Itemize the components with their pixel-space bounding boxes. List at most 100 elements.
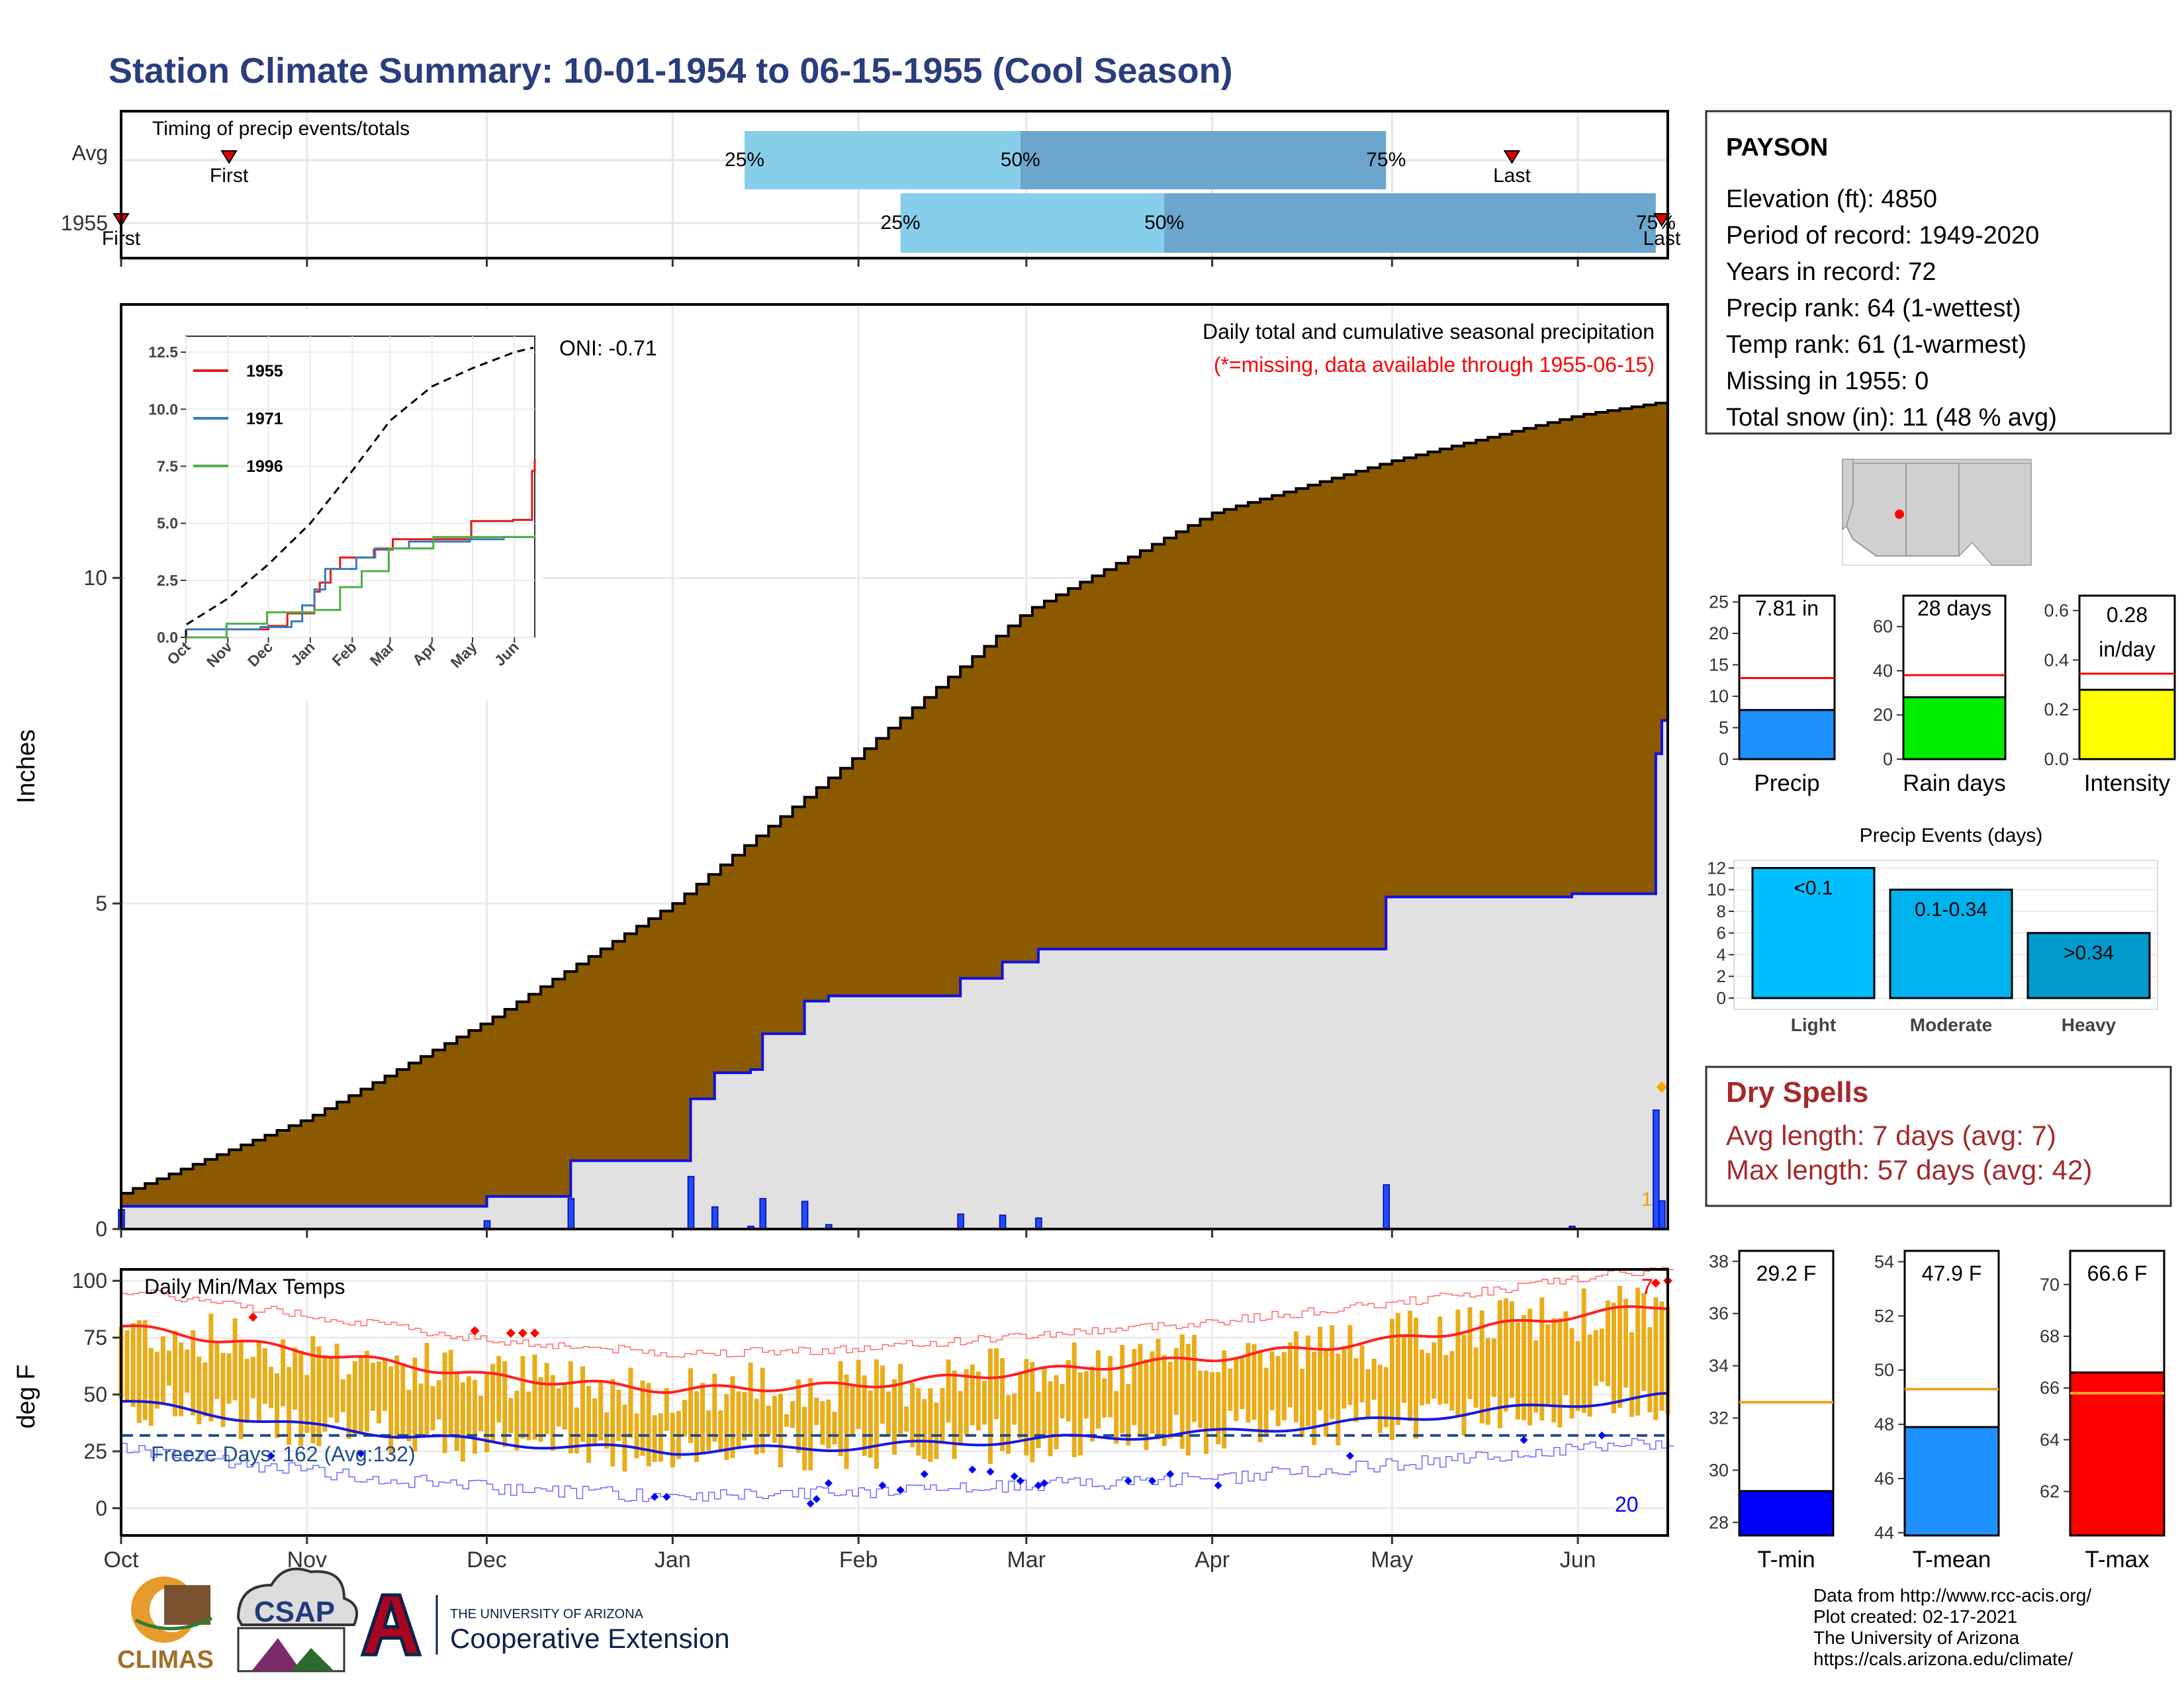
precip-daily-bar (711, 1206, 719, 1230)
temp-daily-bar (1036, 1391, 1041, 1449)
temp-daily-bar (364, 1350, 369, 1432)
timing-bar-25-50 (745, 131, 1021, 189)
logo-csap: CSAP (236, 1567, 358, 1672)
temp-summary-tick-label: 52 (1874, 1306, 1894, 1326)
temp-daily-bar (1473, 1347, 1479, 1408)
station-info-line: Period of record: 1949-2020 (1726, 222, 2039, 250)
temp-daily-bar (454, 1373, 459, 1451)
summary-bar-tick-label: 0.2 (2044, 700, 2069, 719)
temp-daily-bar (448, 1349, 453, 1436)
temp-daily-bar (778, 1393, 783, 1468)
temp-daily-bar (616, 1389, 621, 1441)
events-bar-label: >0.34 (2064, 942, 2114, 964)
page-title: Station Climate Summary: 10-01-1954 to 0… (109, 51, 1233, 91)
summary-bar-label: Intensity (2084, 770, 2171, 796)
temp-daily-bar (1287, 1342, 1293, 1408)
temp-daily-bar (784, 1414, 789, 1427)
inset-y-tick-label: 12.5 (148, 343, 178, 361)
temp-y-tick-label: 0 (95, 1496, 107, 1520)
summary-bar-value (2078, 688, 2176, 760)
temp-daily-bar (1587, 1334, 1592, 1417)
precip-caption: Daily total and cumulative seasonal prec… (1203, 320, 1655, 343)
dry-spells-title: Dry Spells (1726, 1076, 1868, 1109)
events-bar-moderate (1889, 888, 2013, 999)
record-low-marker (1148, 1477, 1156, 1485)
temp-daily-bar (922, 1399, 927, 1459)
temp-daily-bar (718, 1410, 723, 1453)
temp-daily-bar (166, 1350, 171, 1386)
precip-daily-bar (687, 1175, 695, 1230)
temp-daily-bar (442, 1352, 447, 1453)
precip-y-tick-label: 10 (83, 566, 107, 590)
precip-events-title: Precip Events (days) (1860, 825, 2043, 846)
logo-ua-big-text: Cooperative Extension (450, 1623, 730, 1654)
temp-daily-bar (1432, 1342, 1437, 1399)
temp-daily-bar (1150, 1351, 1155, 1434)
temp-daily-bar (1659, 1301, 1664, 1411)
events-y-tick-label: 6 (1717, 923, 1726, 943)
inset-line-1971 (186, 535, 535, 631)
timing-label-25: 25% (725, 149, 764, 171)
temp-daily-bar (874, 1359, 879, 1469)
temp-daily-bar (1222, 1350, 1227, 1449)
temp-summary-t-mean: 44 46 48 50 52 54 47.9 F T-mean (1874, 1250, 2000, 1573)
temp-daily-bar (832, 1411, 837, 1445)
temp-daily-bar (1071, 1342, 1077, 1457)
record-high-marker (1651, 1278, 1661, 1288)
record-low-marker (1010, 1472, 1019, 1481)
summary-bar-value-label: 0.28 (2107, 603, 2148, 627)
events-category-label: Light (1791, 1015, 1836, 1035)
dry-spells-max: Max length: 57 days (avg: 42) (1726, 1154, 2092, 1185)
temp-daily-bar (1191, 1334, 1197, 1422)
temp-y-axis: 0 25 50 75 100 (72, 1269, 121, 1520)
temp-daily-bar (1516, 1322, 1521, 1420)
temp-daily-bar (1000, 1357, 1005, 1451)
temp-daily-bar (1497, 1300, 1502, 1428)
timing-label-first: First (210, 165, 249, 187)
temp-daily-bar (1395, 1312, 1400, 1426)
location-map (1842, 459, 2032, 566)
temp-daily-bar (850, 1385, 855, 1436)
month-label: Mar (1007, 1547, 1046, 1573)
temp-daily-bar (1042, 1367, 1047, 1439)
temp-daily-bar (652, 1415, 657, 1463)
temp-daily-bar (1306, 1335, 1311, 1426)
temp-daily-bar (808, 1378, 813, 1471)
summary-bar-tick-label: 0 (1719, 749, 1729, 769)
temp-daily-bar (1426, 1353, 1431, 1404)
inset-legend: 1955 1971 1996 (193, 362, 283, 476)
temp-daily-bar (682, 1400, 687, 1437)
temp-daily-bar (244, 1358, 250, 1424)
timing-marker-last (1653, 213, 1670, 227)
temp-summary-bars: 28 30 32 34 36 38 29.2 F T-min 44 46 48 50 52 54 47.9 … (1709, 1250, 2165, 1573)
oni-label: ONI: -0.71 (559, 336, 657, 360)
temp-summary-tick-label: 30 (1709, 1460, 1729, 1480)
temp-daily-bar (1449, 1351, 1455, 1411)
temp-daily-bar (328, 1357, 334, 1418)
record-low-marker (1166, 1470, 1175, 1479)
temp-daily-bar (1371, 1358, 1377, 1400)
month-label: Dec (467, 1547, 506, 1573)
temp-daily-bar (1342, 1346, 1347, 1409)
temp-summary-tick-label: 32 (1709, 1408, 1729, 1428)
events-bar-heavy (2026, 932, 2151, 999)
temp-y-tick-label: 25 (83, 1440, 107, 1463)
temp-frame (120, 1268, 1669, 1537)
temp-daily-bar (928, 1388, 933, 1462)
temp-daily-bar (1408, 1310, 1412, 1422)
inset-legend-label: 1955 (246, 362, 283, 381)
inset-line-1996 (186, 534, 536, 639)
temp-daily-bar (886, 1391, 891, 1437)
timing-title: Timing of precip events/totals (152, 118, 410, 140)
summary-bar-rain-days: 0 20 40 60 28 days Rain days (1873, 594, 2007, 796)
summary-bar-value-unit: in/day (2099, 637, 2155, 661)
month-label: Jun (1560, 1547, 1596, 1573)
temp-summary-t-min: 28 30 32 34 36 38 29.2 F T-min (1709, 1250, 1835, 1573)
summary-bar-value (1738, 709, 1836, 760)
temp-daily-bar (796, 1379, 801, 1453)
temp-daily-bar (730, 1376, 735, 1459)
temp-daily-bar (1293, 1331, 1298, 1422)
temp-daily-bar (1581, 1288, 1586, 1413)
temp-daily-bar (754, 1398, 759, 1455)
